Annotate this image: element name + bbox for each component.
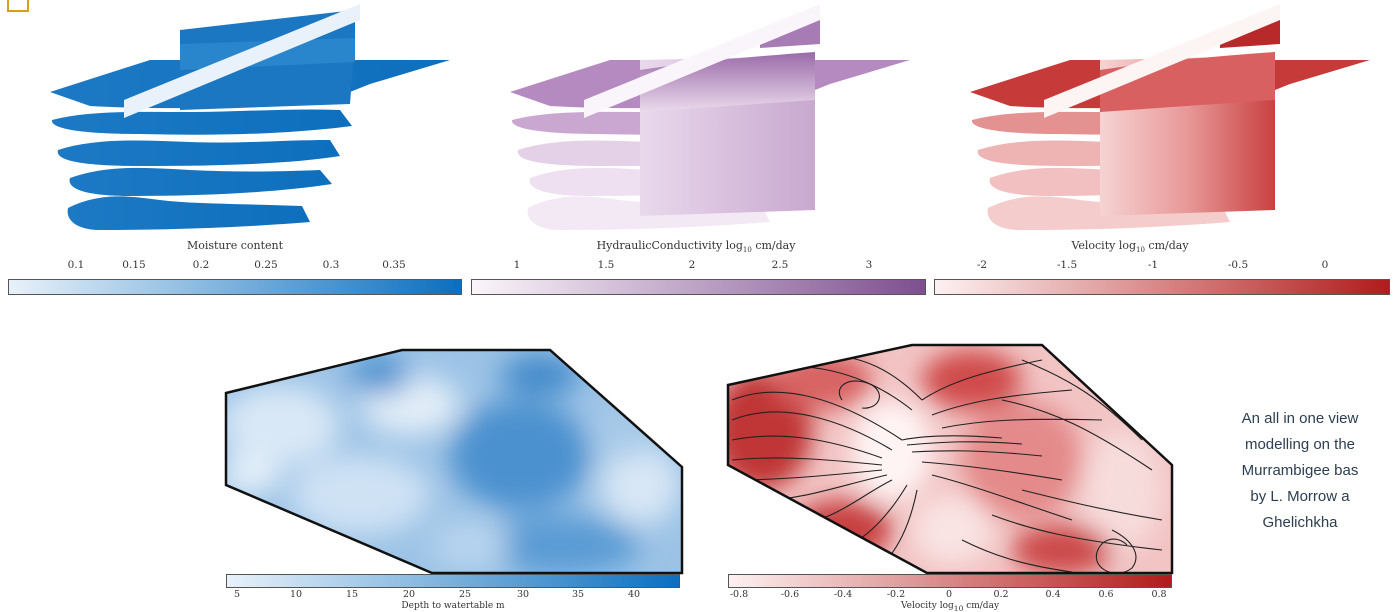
velocity-2d-colorbar (728, 574, 1172, 588)
moisture-slices (50, 10, 450, 230)
colorbar-tick: 0.3 (322, 259, 340, 271)
title-text: HydraulicConductivity log (596, 239, 743, 252)
colorbar-tick: 25 (458, 589, 472, 600)
colorbar-tick: -1 (1147, 259, 1159, 271)
colorbar-tick: 0.2 (993, 589, 1009, 600)
colorbar-tick: -0.8 (729, 589, 749, 600)
caption-line: modelling on the (1244, 436, 1356, 453)
colorbar-tick: 0.25 (254, 259, 278, 271)
title-text: Velocity log (1071, 239, 1137, 252)
colorbar-tick: -0.6 (780, 589, 800, 600)
title-subscript: 10 (953, 603, 964, 612)
colorbar-tick: 0.8 (1151, 589, 1167, 600)
title-unit: cm/day (1144, 239, 1189, 252)
colorbar-tick: 3 (865, 259, 873, 271)
velocity-streamline-map (726, 343, 1174, 575)
velocity-map-boundary (726, 343, 1174, 575)
colorbar-tick: 1.5 (597, 259, 615, 271)
colorbar-tick: 40 (627, 589, 641, 600)
title-unit: cm/day (751, 239, 796, 252)
caption-line: Ghelichkha (1262, 514, 1338, 531)
figure-caption: An all in one view modelling on the Murr… (1206, 406, 1394, 536)
velocity-2d-colorbar-title: Velocity log10 cm/day (850, 600, 1050, 612)
colorbar-tick: 0.2 (192, 259, 210, 271)
moisture-3d-slices (50, 4, 450, 230)
colorbar-tick: 2.5 (771, 259, 789, 271)
colorbar-tick: 0 (945, 589, 953, 600)
depth-colorbar (226, 574, 680, 588)
colorbar-tick: 15 (345, 589, 359, 600)
colorbar-tick: 0.6 (1098, 589, 1114, 600)
title-subscript: 10 (1136, 246, 1145, 255)
moisture-colorbar-title: Moisture content (186, 239, 284, 252)
colorbar-tick: 10 (289, 589, 303, 600)
colorbar-tick: 0.1 (67, 259, 85, 271)
colorbar-tick: -1.5 (1056, 259, 1078, 271)
moisture-cut-plane (124, 4, 360, 118)
colorbar-tick: 2 (688, 259, 696, 271)
velocity-3d-colorbar (934, 279, 1390, 295)
title-subscript: 10 (742, 246, 752, 255)
velocity-3d-colorbar-title: Velocity log10 cm/day (1030, 239, 1230, 254)
colorbar-tick: 5 (233, 589, 241, 600)
corner-badge-icon (7, 0, 29, 12)
colorbar-tick: -0.2 (886, 589, 906, 600)
conductivity-3d-slices (510, 4, 910, 230)
velocity-3d-slices (970, 4, 1370, 230)
title-unit: cm/day (963, 601, 1000, 611)
colorbar-tick: -2 (976, 259, 988, 271)
colorbar-tick: -0.4 (833, 589, 853, 600)
depth-colorbar-label: Depth to watertable m (401, 601, 505, 611)
title-text: Velocity log (900, 601, 954, 611)
caption-line: Murrambigee bas (1241, 462, 1359, 479)
caption-line: by L. Morrow a (1250, 488, 1350, 505)
depth-map (224, 348, 684, 575)
colorbar-tick: -0.5 (1227, 259, 1249, 271)
colorbar-tick: 0.35 (382, 259, 406, 271)
conductivity-colorbar-title: HydraulicConductivity log10 cm/day (546, 239, 846, 254)
colorbar-tick: 30 (516, 589, 530, 600)
colorbar-tick: 0.15 (122, 259, 146, 271)
depth-map-boundary (224, 348, 684, 575)
conductivity-colorbar (471, 279, 926, 295)
caption-line: An all in one view (1241, 410, 1359, 427)
moisture-colorbar (8, 279, 462, 295)
colorbar-tick: 20 (402, 589, 416, 600)
colorbar-tick: 35 (571, 589, 585, 600)
colorbar-tick: 1 (513, 259, 521, 271)
colorbar-tick: 0.4 (1045, 589, 1061, 600)
colorbar-tick: 0 (1321, 259, 1329, 271)
